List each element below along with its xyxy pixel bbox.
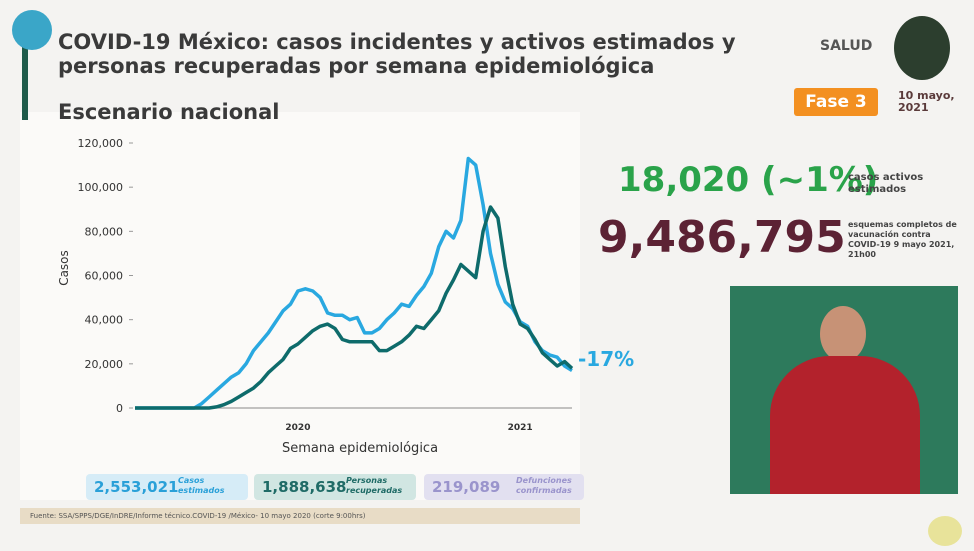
y-tick-label: 80,000 — [85, 225, 124, 238]
vaccinations-label: esquemas completos de vacunación contra … — [848, 220, 957, 259]
x-tick-label: 2021 — [508, 423, 533, 433]
vaccinations: 9,486,795 — [598, 212, 846, 263]
y-tick-label: 120,000 — [78, 137, 124, 150]
subtitle: Escenario nacional — [58, 100, 280, 124]
y-tick-label: 0 — [116, 402, 123, 415]
interpreter-body — [770, 356, 920, 494]
y-tick-label: 40,000 — [85, 314, 124, 327]
accent-bar — [22, 30, 28, 120]
stat-value: 219,089 — [432, 478, 501, 496]
interpreter-head — [820, 306, 866, 362]
data-line — [135, 156, 573, 410]
stat-value: 1,888,638 — [262, 478, 347, 496]
y-axis-title: Casos — [57, 250, 71, 286]
logo-text: SALUD — [820, 38, 873, 54]
logo-2021 — [894, 16, 950, 80]
y-tick-label: 20,000 — [85, 358, 124, 371]
chart-panel — [20, 112, 580, 500]
date: 10 mayo, 2021 — [898, 89, 955, 114]
active-cases-label: casos activos estimados — [848, 172, 924, 195]
stat-label: Personas recuperadas — [346, 476, 403, 495]
x-tick-label: 2020 — [285, 423, 310, 433]
phase-badge: Fase 3 — [794, 88, 878, 116]
sign-interpreter-video — [730, 286, 958, 494]
stat-box: 219,089 Defunciones confirmadas — [424, 474, 584, 500]
data-line — [135, 205, 574, 410]
x-axis-title: Semana epidemiológica — [282, 441, 438, 456]
source: Fuente: SSA/SPPS/DGE/InDRE/Informe técni… — [30, 512, 366, 520]
active-cases: 18,020 (~1%) — [618, 160, 879, 200]
stat-value: 2,553,021 — [94, 478, 179, 496]
stat-box: 1,888,638 Personas recuperadas — [254, 474, 416, 500]
source-bar — [20, 508, 580, 524]
y-tick-label: 100,000 — [78, 181, 124, 194]
heart-icon — [928, 516, 962, 546]
stat-box: 2,553,021 Casos estimados — [86, 474, 248, 500]
y-tick-label: 60,000 — [85, 270, 124, 283]
app-icon — [12, 10, 52, 50]
stat-label: Defunciones confirmadas — [516, 476, 572, 495]
title: COVID-19 México: casos incidentes y acti… — [58, 30, 736, 78]
stat-label: Casos estimados — [178, 476, 225, 495]
annotation: -17% — [578, 347, 634, 371]
